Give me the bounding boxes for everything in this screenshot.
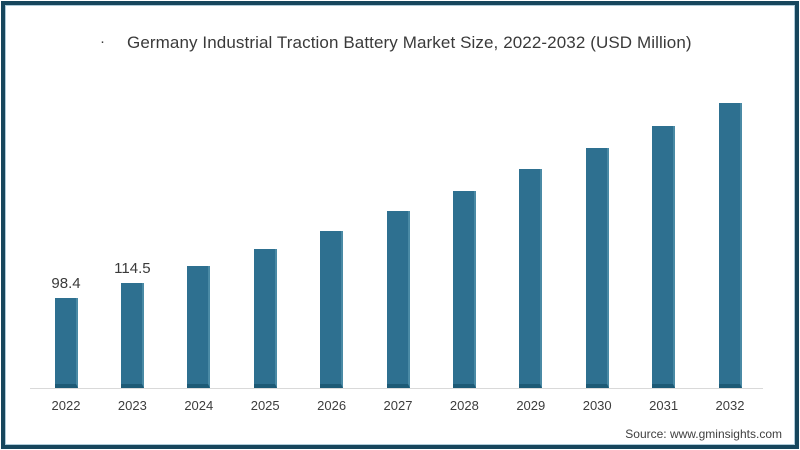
bar-2023 xyxy=(120,283,144,388)
source-credit: Source: www.gminsights.com xyxy=(625,427,782,441)
x-tick-2028: 2028 xyxy=(449,398,479,413)
x-tick-2024: 2024 xyxy=(184,398,214,413)
bar-2030 xyxy=(585,148,609,388)
title-bullet: · xyxy=(100,33,105,50)
value-label-2023: 114.5 xyxy=(114,260,151,277)
x-tick-2031: 2031 xyxy=(649,398,679,413)
x-tick-2025: 2025 xyxy=(250,398,280,413)
x-tick-2023: 2023 xyxy=(117,398,147,413)
x-tick-2029: 2029 xyxy=(516,398,546,413)
x-tick-2027: 2027 xyxy=(383,398,413,413)
bar-2022 xyxy=(54,298,78,388)
bar-2031 xyxy=(652,126,676,388)
bar-2026 xyxy=(320,231,344,388)
x-axis-line xyxy=(30,388,763,389)
x-tick-2032: 2032 xyxy=(715,398,745,413)
chart-title: Germany Industrial Traction Battery Mark… xyxy=(127,33,692,52)
x-tick-2026: 2026 xyxy=(317,398,347,413)
bar-2032 xyxy=(718,103,742,388)
bar-2029 xyxy=(519,169,543,388)
x-tick-2022: 2022 xyxy=(51,398,81,413)
bar-2028 xyxy=(452,191,476,388)
bar-2027 xyxy=(386,211,410,388)
x-tick-2030: 2030 xyxy=(582,398,612,413)
bar-2025 xyxy=(253,249,277,388)
value-label-2022: 98.4 xyxy=(51,275,81,292)
bar-2024 xyxy=(187,266,211,388)
